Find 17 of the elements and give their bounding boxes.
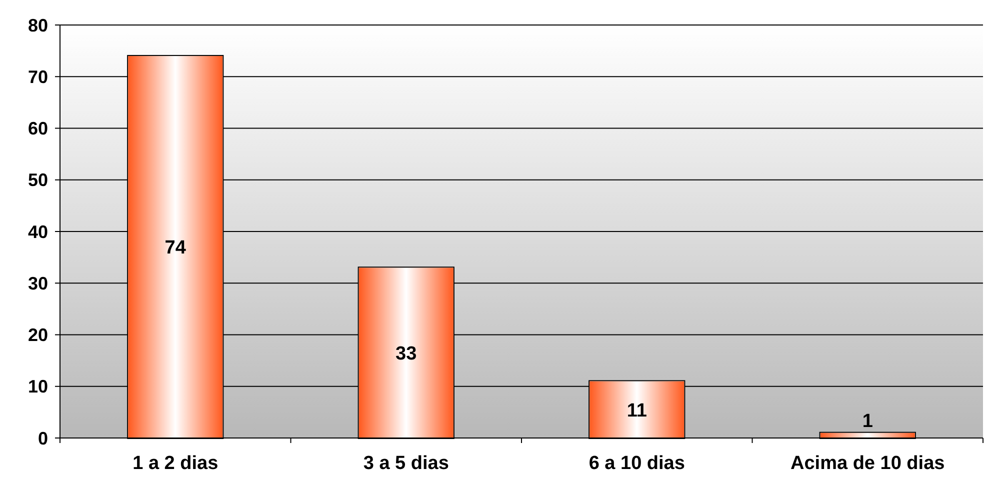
- y-tick-label: 0: [38, 428, 48, 448]
- y-tick-label: 10: [28, 376, 48, 397]
- x-tick-label: 3 a 5 dias: [363, 453, 449, 474]
- y-tick-label: 50: [28, 170, 48, 190]
- x-tick-label: 1 a 2 dias: [132, 453, 218, 474]
- data-label: 1: [862, 410, 874, 432]
- data-label: 33: [396, 343, 417, 364]
- y-tick-label: 30: [28, 273, 48, 294]
- y-tick-label: 60: [28, 118, 48, 139]
- x-tick-label: 6 a 10 dias: [588, 453, 685, 474]
- y-tick-label: 80: [28, 15, 48, 36]
- y-tick-label: 70: [28, 66, 48, 87]
- y-tick-label: 20: [28, 325, 48, 346]
- data-label: 11: [626, 400, 648, 422]
- y-tick-label: 40: [28, 222, 48, 242]
- data-label: 74: [164, 238, 186, 259]
- x-tick-label: Acima de 10 dias: [790, 453, 945, 474]
